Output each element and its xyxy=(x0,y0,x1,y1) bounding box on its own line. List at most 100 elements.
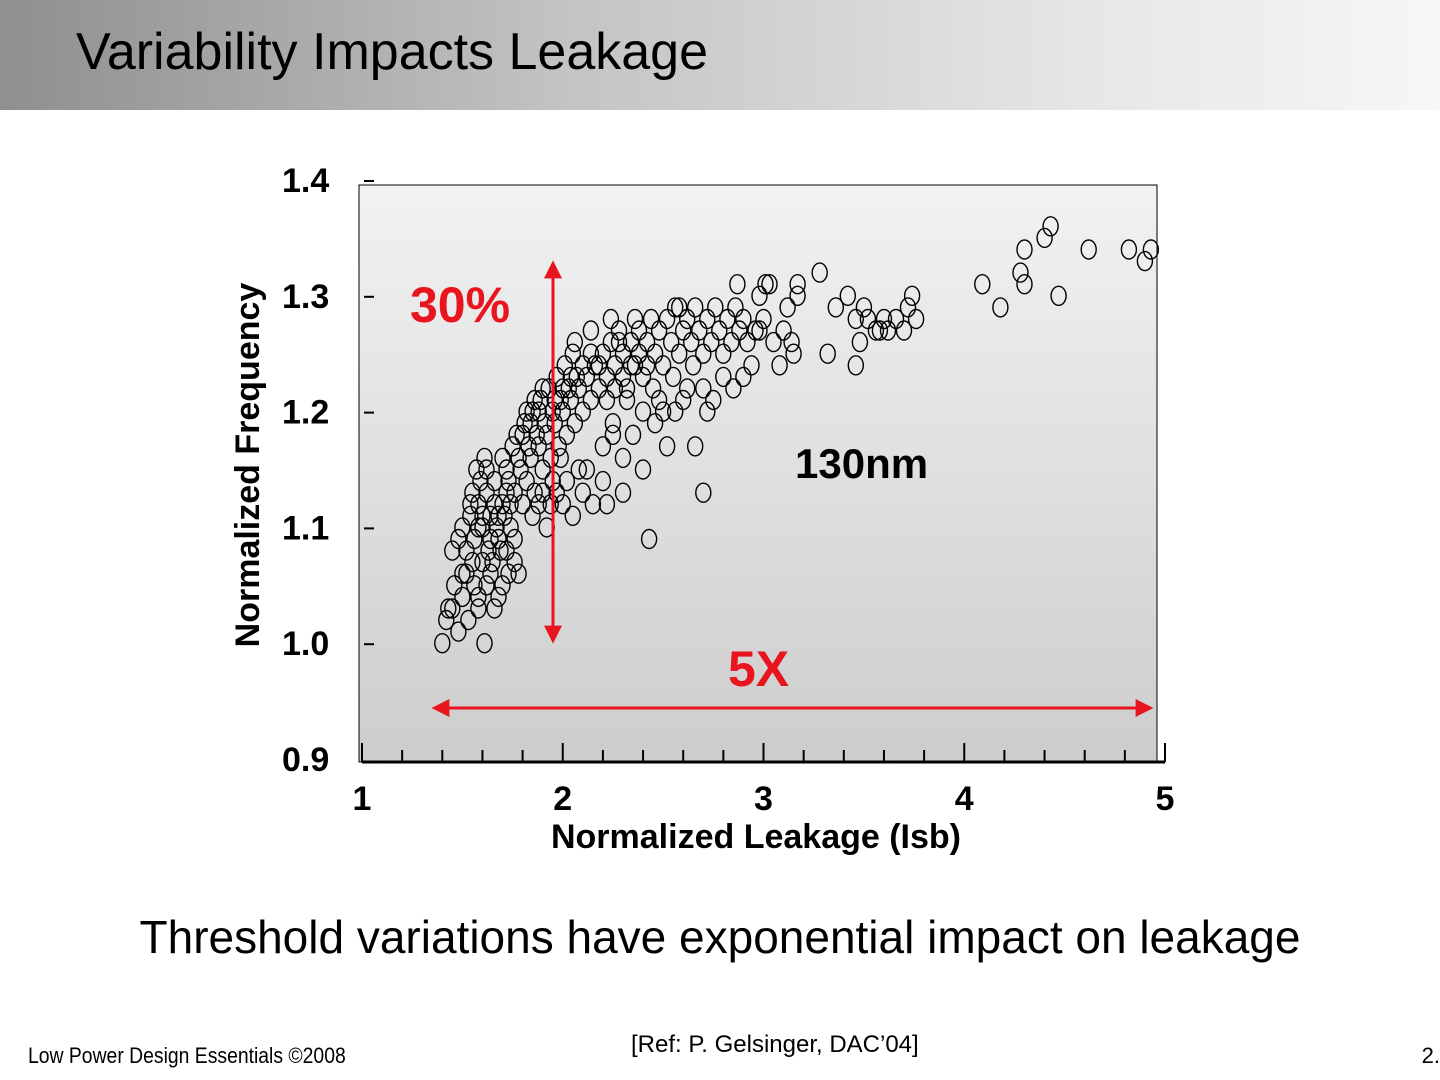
slide-title: Variability Impacts Leakage xyxy=(76,23,709,81)
data-point xyxy=(512,459,529,480)
data-point xyxy=(851,331,869,353)
data-point xyxy=(667,297,684,318)
x-tick-label: 1 xyxy=(353,780,372,818)
data-point xyxy=(618,389,636,411)
data-point xyxy=(598,494,616,515)
data-point xyxy=(665,366,682,388)
data-point xyxy=(462,494,479,515)
y-tick-label: 1.2 xyxy=(282,394,329,432)
data-point xyxy=(811,262,828,283)
data-point xyxy=(454,563,471,584)
data-point xyxy=(650,389,668,411)
data-point xyxy=(446,575,463,596)
data-point xyxy=(1142,239,1160,260)
data-point xyxy=(524,401,541,422)
data-point xyxy=(634,366,652,388)
data-point xyxy=(496,505,513,526)
reference-note: [Ref: P. Gelsinger, DAC’04] xyxy=(631,1031,919,1058)
data-point xyxy=(658,436,676,457)
data-point xyxy=(725,378,742,399)
data-point xyxy=(789,274,806,295)
y-tick-label: 1.4 xyxy=(282,162,329,200)
data-point xyxy=(564,343,581,364)
data-point xyxy=(514,494,531,515)
data-point xyxy=(602,308,620,330)
data-point xyxy=(520,436,537,457)
data-point xyxy=(1120,239,1138,260)
data-point xyxy=(482,528,499,550)
data-point xyxy=(584,494,602,515)
data-point xyxy=(472,470,489,492)
data-point xyxy=(867,320,885,341)
data-point xyxy=(751,320,768,341)
data-point xyxy=(847,308,864,330)
data-point xyxy=(640,528,658,550)
data-point xyxy=(486,494,503,515)
data-point xyxy=(610,331,628,353)
data-point xyxy=(1016,239,1033,260)
data-point xyxy=(757,274,774,295)
data-point xyxy=(729,274,746,295)
x-tick-label: 4 xyxy=(955,780,974,818)
data-point xyxy=(610,320,628,341)
data-point xyxy=(630,343,648,364)
data-point xyxy=(683,331,700,353)
data-point xyxy=(671,343,688,364)
data-point xyxy=(564,505,581,526)
data-point xyxy=(765,331,782,353)
data-point xyxy=(498,482,515,503)
data-point xyxy=(735,366,752,388)
data-point xyxy=(604,413,622,434)
data-point xyxy=(974,274,991,295)
data-point xyxy=(470,598,487,619)
data-point xyxy=(490,586,507,608)
data-point xyxy=(685,355,702,376)
data-point xyxy=(638,355,656,376)
data-point xyxy=(695,482,712,503)
x-axis-label: Normalized Leakage (Isb) xyxy=(551,818,961,856)
data-point xyxy=(470,517,487,538)
data-point xyxy=(594,436,612,457)
data-point xyxy=(502,494,519,515)
data-point xyxy=(827,297,844,318)
data-point xyxy=(522,447,539,469)
data-point xyxy=(895,320,913,341)
data-point xyxy=(903,285,921,306)
data-point xyxy=(574,355,591,376)
data-point xyxy=(438,609,455,631)
x-tick-label: 5 xyxy=(1156,780,1175,818)
data-point xyxy=(524,505,541,526)
data-points xyxy=(434,216,1160,654)
data-point xyxy=(1042,216,1059,237)
data-point xyxy=(1012,262,1029,283)
data-point xyxy=(1050,285,1067,306)
data-point xyxy=(574,401,591,422)
data-point xyxy=(687,436,704,457)
data-point xyxy=(785,343,802,364)
data-point xyxy=(699,401,716,422)
data-point xyxy=(582,320,600,341)
data-point xyxy=(476,447,493,469)
data-point xyxy=(743,355,760,376)
page-number: 2. xyxy=(1421,1043,1440,1068)
data-point xyxy=(492,540,509,561)
data-point xyxy=(434,633,451,654)
data-point xyxy=(562,366,579,388)
data-point xyxy=(474,505,491,526)
data-point xyxy=(761,274,778,295)
data-point xyxy=(907,308,925,330)
data-point xyxy=(476,633,493,654)
data-point xyxy=(594,470,612,492)
data-point xyxy=(646,413,664,434)
data-point xyxy=(839,285,856,306)
data-point xyxy=(614,447,632,469)
data-point xyxy=(630,320,648,341)
data-point xyxy=(705,389,722,411)
data-point xyxy=(494,447,511,469)
data-point xyxy=(470,494,487,515)
data-point xyxy=(755,308,772,330)
data-point xyxy=(460,609,477,631)
y-axis-label: Normalized Frequency xyxy=(229,283,267,648)
data-point xyxy=(506,551,523,573)
